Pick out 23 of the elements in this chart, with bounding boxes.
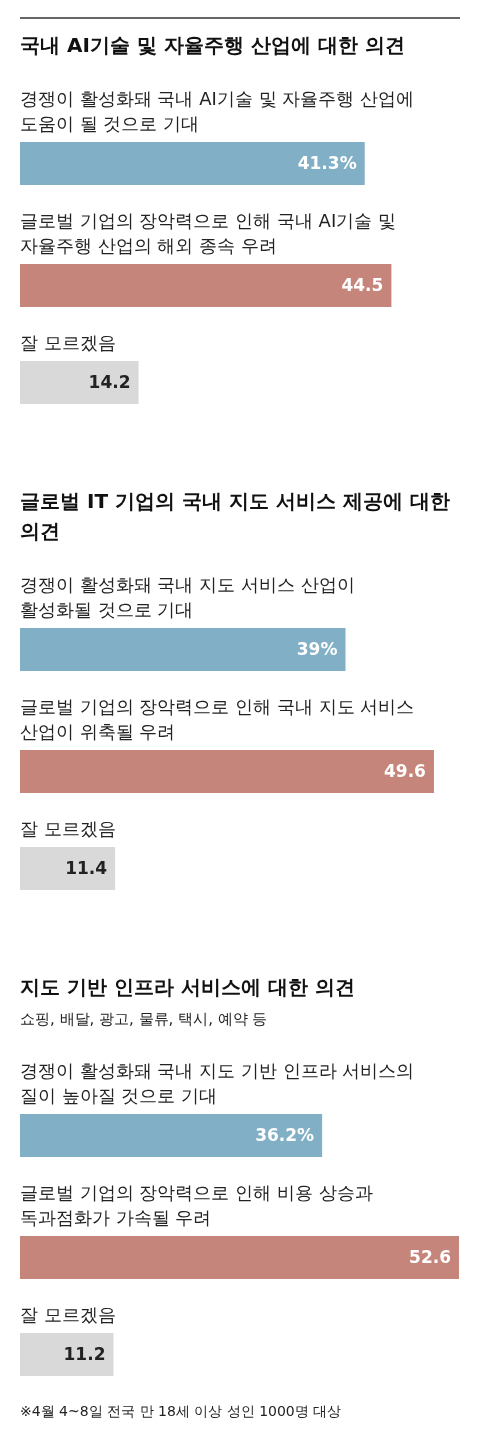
data-label: 41.3% <box>297 153 357 174</box>
text: ※4월 4~8일 전국 만 18세 이상 성인 1000명 대상 <box>20 1403 342 1419</box>
data-label: 49.6 <box>384 761 426 782</box>
y-tick-label: 경쟁이 활성화돼 국내 AI기술 및 자율주행 산업에 도움이 될 것으로 기대 <box>20 88 414 134</box>
chart-title: 글로벌 IT 기업의 국내 지도 서비스 제공에 대한 의견 <box>20 489 450 543</box>
data-label: 11.2 <box>63 1344 106 1365</box>
data-label: 36.2% <box>255 1125 315 1146</box>
data-label: 14.2 <box>88 372 131 393</box>
y-tick-label: 잘 모르겠음 <box>20 1304 116 1325</box>
y-tick-label: 경쟁이 활성화돼 국내 지도 서비스 산업이 활성화될 것으로 기대 <box>20 574 355 620</box>
y-tick-label: 잘 모르겠음 <box>20 818 116 839</box>
chart-title: 지도 기반 인프라 서비스에 대한 의견 <box>20 975 355 999</box>
data-label: 39% <box>296 639 338 660</box>
y-tick-label: 경쟁이 활성화돼 국내 지도 기반 인프라 서비스의 질이 높아질 것으로 기대 <box>20 1060 415 1106</box>
data-label: 11.4 <box>65 858 108 879</box>
y-tick-label: 글로벌 기업의 장악력으로 인해 국내 AI기술 및 자율주행 산업의 해외 종속 우려 <box>20 210 396 256</box>
data-label: 44.5 <box>341 275 384 296</box>
y-tick-label: 글로벌 기업의 장악력으로 인해 국내 지도 서비스 산업이 위축될 우려 <box>20 696 415 742</box>
y-tick-label: 글로벌 기업의 장악력으로 인해 비용 상승과 독과점화가 가속될 우려 <box>20 1182 373 1228</box>
chart-title: 국내 AI기술 및 자율주행 산업에 대한 의견 <box>20 33 405 57</box>
chart-subtitle: 쇼핑, 배달, 광고, 물류, 택시, 예약 등 <box>20 1010 268 1028</box>
y-tick-label: 잘 모르겠음 <box>20 332 116 353</box>
data-label: 52.6 <box>409 1247 451 1268</box>
